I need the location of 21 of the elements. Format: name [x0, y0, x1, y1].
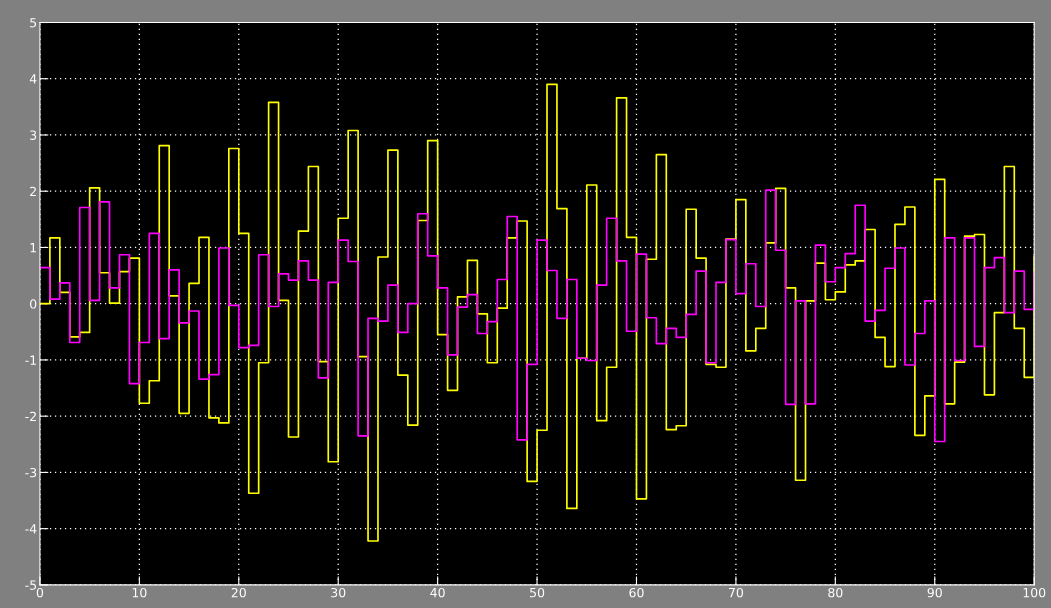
y-tick-label: -5: [25, 580, 37, 590]
x-tick-label: 60: [629, 587, 644, 598]
y-tick-label: 3: [30, 130, 37, 140]
y-tick-label: -3: [25, 467, 37, 478]
x-tick-label: 70: [728, 587, 744, 598]
x-tick-label: 50: [530, 587, 545, 598]
y-tick-label: 1: [30, 243, 37, 253]
x-tick-label: 10: [132, 587, 147, 598]
y-tick-label: -1: [25, 355, 37, 365]
x-tick-label: 20: [231, 587, 246, 598]
y-tick-label: 4: [29, 74, 37, 84]
x-tick-label: 30: [331, 587, 346, 598]
x-tick-label: 100: [1023, 587, 1046, 598]
y-tick-label: -4: [25, 524, 37, 534]
x-tick-label: 90: [927, 587, 942, 598]
y-tick-label: 2: [30, 186, 36, 196]
x-tick-label: 80: [828, 587, 843, 598]
x-tick-label: 40: [430, 587, 445, 598]
y-tick-label: 0: [30, 299, 37, 309]
y-tick-label: 5: [30, 18, 37, 28]
y-tick-label: -2: [25, 411, 36, 421]
